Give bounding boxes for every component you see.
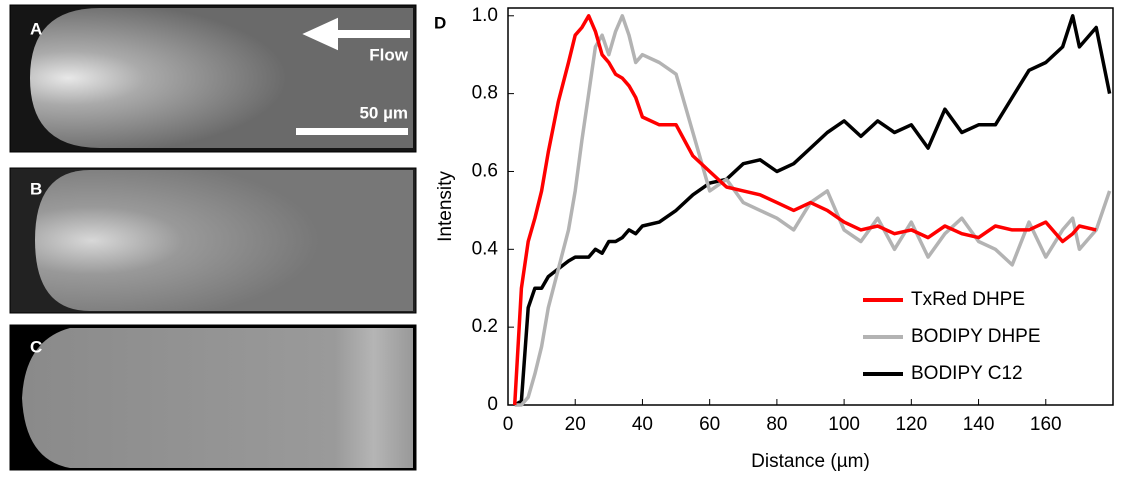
image	[35, 170, 413, 311]
x-tick-label: 20	[565, 414, 586, 435]
y-tick-label: 0	[487, 394, 498, 415]
x-axis-label: Distance (µm)	[751, 451, 870, 472]
x-tick-label: 0	[503, 414, 514, 435]
y-tick-label: 1.0	[472, 5, 498, 26]
panel-label: B	[30, 179, 42, 198]
x-tick-label: 80	[766, 414, 787, 435]
y-tick-label: 0.4	[472, 238, 499, 259]
panel-a: A Flow 50 µm	[9, 4, 417, 153]
scale-bar	[296, 128, 408, 135]
series-line	[513, 14, 1112, 407]
panel-c: C	[9, 324, 417, 471]
y-tick-label: 0.2	[472, 316, 498, 337]
panel-label: D	[434, 13, 446, 32]
x-tick-label: 160	[1030, 414, 1062, 435]
series-line	[514, 14, 1112, 407]
arrow	[302, 17, 410, 51]
y-axis-label: Intensity	[435, 171, 456, 242]
y-tick-label: 0.6	[472, 160, 498, 181]
legend-label: BODIPY DHPE	[911, 326, 1041, 347]
flow-label: Flow	[369, 45, 408, 64]
series-line	[512, 14, 1097, 406]
plot-frame	[507, 7, 1114, 406]
x-tick-label: 120	[895, 414, 927, 435]
legend-label: TxRed DHPE	[911, 289, 1025, 310]
panel-b: B	[9, 167, 417, 314]
x-tick-label: 40	[632, 414, 653, 435]
y-tick-label: 0.8	[472, 83, 498, 104]
panel-label: A	[30, 19, 42, 38]
x-tick-label: 140	[963, 414, 995, 435]
image	[30, 8, 413, 148]
scale-label: 50 µm	[359, 103, 408, 122]
x-tick-label: 60	[699, 414, 720, 435]
image	[22, 328, 413, 468]
x-tick-label: 100	[828, 414, 860, 435]
legend-label: BODIPY C12	[911, 363, 1023, 384]
plot: 0 0.2 0.4 0.6 0.8 1.0 0 20 40 60 80 100 120 140 160 Dis…	[435, 5, 1114, 472]
panel-label: C	[30, 337, 42, 356]
